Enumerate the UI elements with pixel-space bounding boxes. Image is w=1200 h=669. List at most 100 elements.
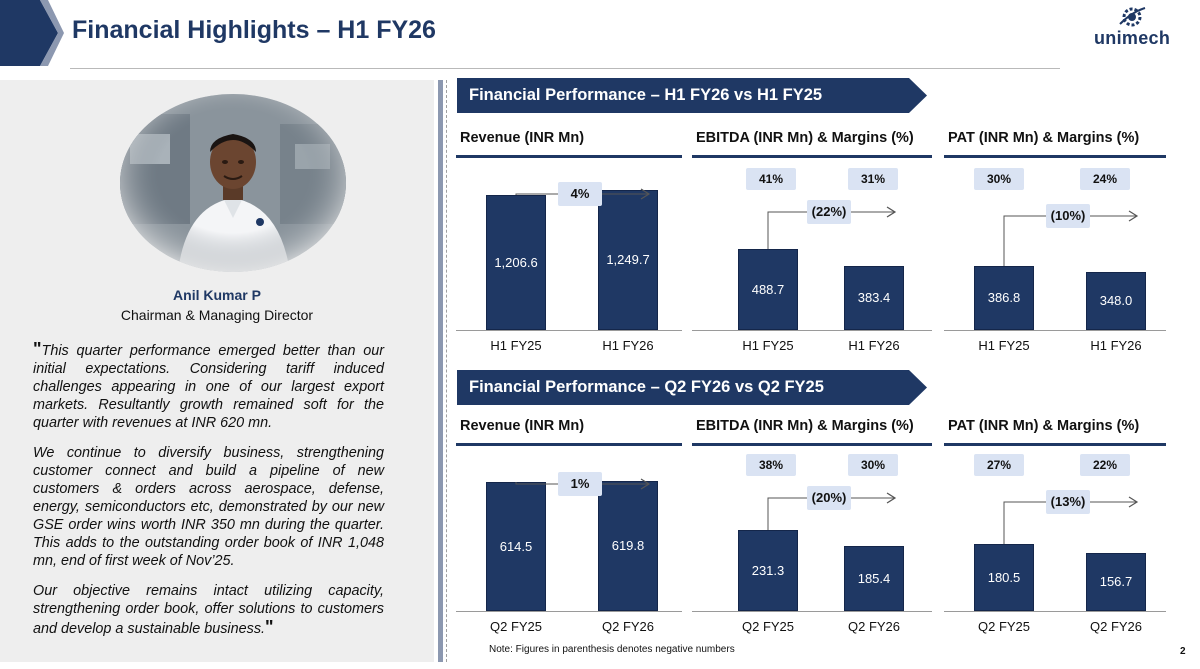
- chart-axis: [692, 330, 932, 331]
- growth-tag: (20%): [807, 486, 851, 510]
- margin-tag: 38%: [746, 454, 796, 476]
- quote-open-mark: ": [33, 339, 42, 359]
- bar-2: [1086, 553, 1146, 611]
- growth-arrow-line: [767, 211, 894, 249]
- chart-axis: [456, 611, 682, 612]
- growth-arrow: [1003, 496, 1139, 544]
- chart-title-underline: [944, 443, 1166, 446]
- growth-tag: (10%): [1046, 204, 1090, 228]
- growth-arrow-head: [640, 478, 651, 490]
- bar-1: [974, 266, 1034, 330]
- growth-arrow-head: [886, 206, 897, 218]
- bar-value-label: 488.7: [751, 281, 785, 297]
- bar-1: [738, 530, 798, 611]
- chart-title-underline: [692, 155, 932, 158]
- chart-revenue-q2: Revenue (INR Mn) 614.5 Q2 FY25 619.8 Q2 FY26…: [456, 412, 682, 644]
- growth-arrow-head: [1128, 210, 1139, 222]
- bar-value-label: 614.5: [499, 538, 533, 554]
- chart-axis: [692, 611, 932, 612]
- chart-title-underline: [456, 443, 682, 446]
- panel-divider-stripe: [438, 80, 443, 662]
- category-label: Q2 FY26: [847, 619, 901, 634]
- bar-value-label: 1,206.6: [494, 254, 538, 270]
- quote-close-mark: ": [265, 617, 274, 637]
- growth-arrow-line: [515, 193, 648, 195]
- margin-tag: 22%: [1080, 454, 1130, 476]
- section-title-h1: Financial Performance – H1 FY26 vs H1 FY…: [469, 86, 823, 104]
- chart-pat-h1: PAT (INR Mn) & Margins (%) 386.8 H1 FY25 34…: [944, 124, 1166, 354]
- category-label: H1 FY25: [490, 338, 542, 353]
- chart-revenue-h1: Revenue (INR Mn) 1,206.6 H1 FY25 1,249.7 H1 …: [456, 124, 682, 354]
- growth-arrow-line: [767, 497, 894, 530]
- bar-value-label: 180.5: [987, 569, 1021, 585]
- chart-title: EBITDA (INR Mn) & Margins (%): [696, 130, 914, 146]
- bar-value-label: 231.3: [751, 562, 785, 578]
- chart-title: EBITDA (INR Mn) & Margins (%): [696, 418, 914, 434]
- speaker-role: Chairman & Managing Director: [120, 307, 314, 323]
- growth-arrow-head: [886, 492, 897, 504]
- chart-axis: [944, 330, 1166, 331]
- growth-arrow-head: [640, 188, 651, 200]
- quote-text-1: This quarter performance emerged better …: [33, 343, 384, 431]
- bar-2: [1086, 272, 1146, 330]
- quote-text-3: Our objective remains intact utilizing c…: [33, 583, 384, 637]
- chart-title: Revenue (INR Mn): [460, 418, 585, 434]
- growth-arrow: [767, 206, 897, 249]
- chart-title-underline: [456, 155, 682, 158]
- quote-paragraph-2: We continue to diversify business, stren…: [33, 444, 384, 570]
- category-label: H1 FY25: [742, 338, 794, 353]
- bar-value-label: 383.4: [857, 290, 891, 305]
- bar-2: [598, 481, 658, 611]
- growth-arrow: [515, 188, 651, 200]
- growth-arrow-line: [1003, 215, 1136, 266]
- margin-tag: 30%: [974, 168, 1024, 190]
- bar-value-label: 348.0: [1099, 293, 1133, 308]
- logo-text: unimech: [1094, 28, 1171, 48]
- growth-tag: 1%: [558, 472, 602, 496]
- margin-tag: 31%: [848, 168, 898, 190]
- bar-value-label: 185.4: [857, 570, 891, 586]
- speaker-photo: [120, 94, 346, 272]
- section-title-q2: Financial Performance – Q2 FY26 vs Q2 FY…: [469, 378, 824, 396]
- category-label: Q2 FY25: [741, 619, 795, 634]
- bar-1: [738, 249, 798, 330]
- growth-tag: 4%: [558, 182, 602, 206]
- chart-title-underline: [944, 155, 1166, 158]
- speaker-quote: "This quarter performance emerged better…: [33, 340, 384, 650]
- chart-title: PAT (INR Mn) & Margins (%): [948, 418, 1140, 434]
- category-label: Q2 FY26: [1089, 619, 1143, 634]
- title-accent-shape: [0, 0, 64, 66]
- margin-tag: 30%: [848, 454, 898, 476]
- chart-axis: [944, 611, 1166, 612]
- growth-arrow-line: [515, 482, 648, 485]
- bar-1: [486, 482, 546, 611]
- growth-tag: (13%): [1046, 490, 1090, 514]
- bar-value-label: 619.8: [611, 538, 645, 553]
- title-divider: [70, 68, 1060, 69]
- category-label: Q2 FY25: [489, 619, 543, 634]
- growth-arrow: [767, 492, 897, 530]
- growth-arrow-line: [1003, 501, 1136, 544]
- section-header-q2: Financial Performance – Q2 FY26 vs Q2 FY…: [457, 370, 929, 405]
- category-label: H1 FY26: [848, 338, 900, 353]
- gear-icon: [1119, 7, 1146, 27]
- bar-2: [844, 266, 904, 330]
- category-label: Q2 FY25: [977, 619, 1031, 634]
- category-label: H1 FY26: [602, 338, 654, 353]
- bar-1: [974, 544, 1034, 611]
- bar-value-label: 1,249.7: [606, 252, 650, 267]
- growth-arrow: [1003, 210, 1139, 266]
- category-label: H1 FY26: [1090, 338, 1142, 353]
- quote-paragraph-1: "This quarter performance emerged better…: [33, 340, 384, 432]
- chart-title-underline: [692, 443, 932, 446]
- company-logo: unimech: [1080, 2, 1190, 62]
- margin-tag: 27%: [974, 454, 1024, 476]
- bar-2: [598, 190, 658, 330]
- bar-value-label: 156.7: [1099, 574, 1133, 589]
- speaker-name: Anil Kumar P: [173, 287, 261, 303]
- margin-tag: 41%: [746, 168, 796, 190]
- chart-title: PAT (INR Mn) & Margins (%): [948, 130, 1140, 146]
- growth-arrow: [515, 478, 651, 490]
- bar-2: [844, 546, 904, 611]
- chart-title: Revenue (INR Mn): [460, 130, 585, 146]
